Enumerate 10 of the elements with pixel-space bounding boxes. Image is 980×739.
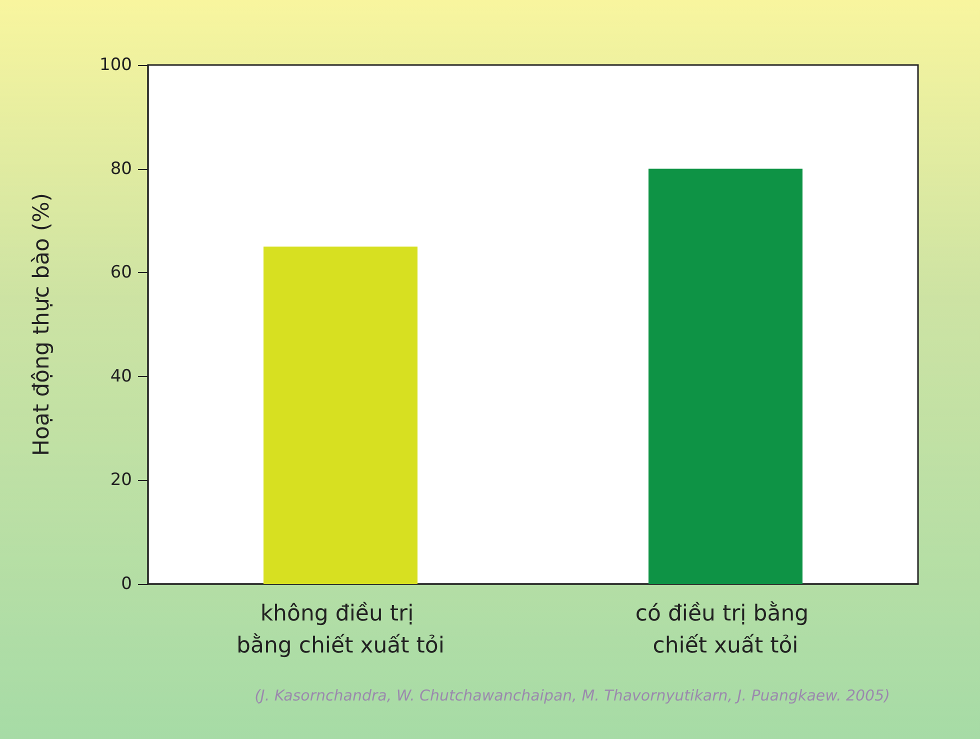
x-tick-label: không điều trị bằng chiết xuất tỏi: [236, 602, 444, 658]
y-tick-label: 40: [110, 366, 132, 386]
y-tick-label: 80: [110, 158, 132, 179]
y-tick-label: 60: [110, 262, 132, 283]
y-tick-label: 0: [121, 574, 132, 594]
y-tick-label: 100: [100, 55, 132, 75]
x-tick-label: có điều trị bằng chiết xuất tỏi: [635, 600, 816, 658]
y-axis-title: Hoạt động thực bào (%): [30, 192, 54, 456]
text: (J. Kasornchandra, W. Chutchawanchaipan, M. Thavornyutikarn, J. Puangkaew. 2005): [254, 686, 890, 704]
y-tick-label: 20: [110, 470, 132, 490]
